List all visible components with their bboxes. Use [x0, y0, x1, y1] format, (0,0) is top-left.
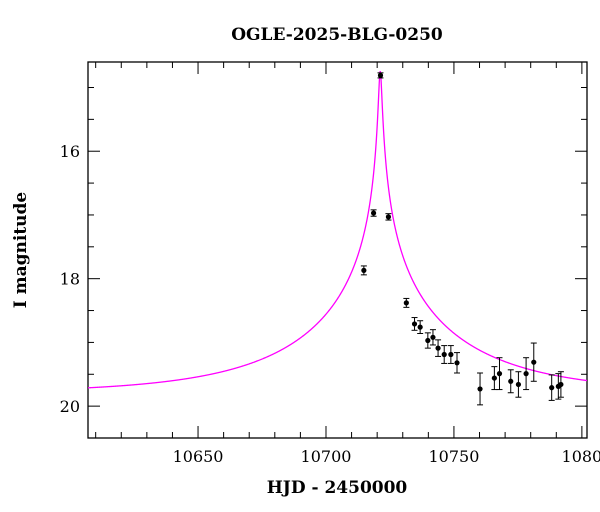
data-point — [435, 345, 441, 351]
data-point — [370, 210, 377, 216]
plot-area: 10650 10700 10750 1080 16 18 20 — [60, 61, 600, 466]
data-point — [411, 321, 418, 327]
x-axis-title: HJD - 2450000 — [267, 478, 408, 498]
data-point — [403, 300, 409, 306]
data-point — [523, 371, 529, 377]
data-point — [385, 214, 392, 220]
y-tick-label: 18 — [60, 270, 80, 289]
data-point — [377, 72, 384, 78]
plot-frame — [87, 61, 588, 439]
x-tick-label: 10750 — [428, 447, 479, 466]
data-point — [508, 378, 514, 384]
data-point — [454, 360, 460, 366]
data-point — [491, 375, 497, 381]
data-point — [361, 267, 367, 273]
model-curve — [88, 71, 587, 389]
chart-title: OGLE-2025-BLG-0250 — [231, 25, 443, 45]
data-point — [477, 386, 483, 392]
data-point — [558, 381, 564, 388]
y-axis-title: I magnitude — [11, 192, 31, 309]
data-point — [496, 371, 503, 377]
data-point — [549, 385, 555, 391]
y-tick-label: 16 — [60, 142, 80, 161]
data-point — [531, 359, 537, 365]
data-point — [417, 324, 423, 330]
x-tick-label: 10700 — [301, 447, 352, 466]
data-point — [448, 351, 454, 358]
data-point — [425, 337, 431, 344]
data-point — [515, 381, 522, 388]
data-point — [430, 334, 436, 340]
x-tick-label: 1080 — [562, 447, 600, 466]
data-point — [441, 351, 447, 358]
y-tick-label: 20 — [60, 397, 80, 416]
x-tick-label: 10650 — [173, 447, 224, 466]
